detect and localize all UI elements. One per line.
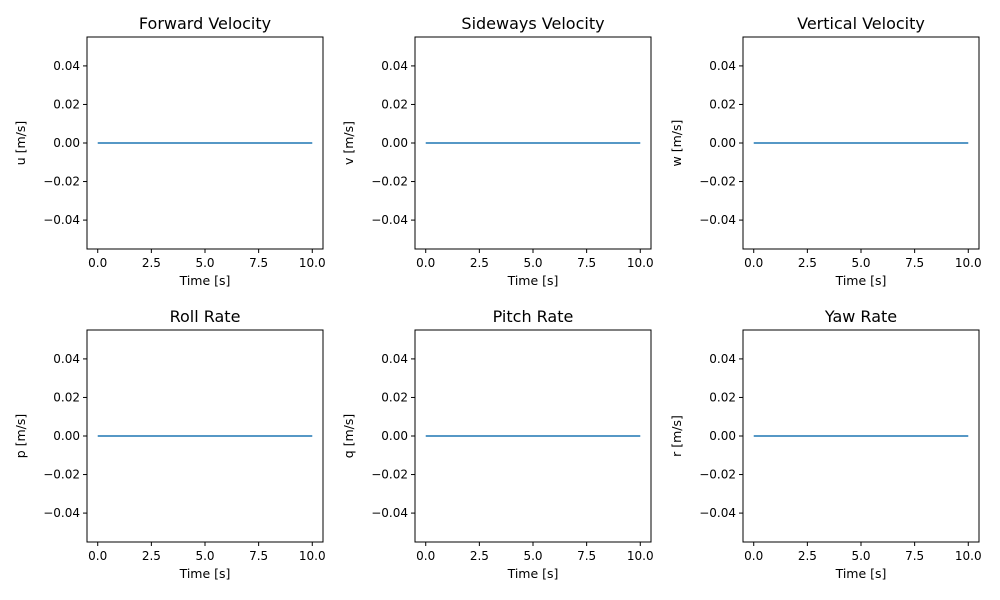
y-tick-label: 0.00 [381, 429, 408, 443]
y-tick-label: −0.02 [371, 175, 408, 189]
y-tick-label: −0.04 [43, 213, 80, 227]
y-tick-label: −0.02 [43, 468, 80, 482]
x-tick-label: 2.5 [470, 549, 489, 563]
y-tick-label: 0.04 [709, 352, 736, 366]
chart-title: Sideways Velocity [461, 14, 604, 33]
x-tick-label: 5.0 [851, 256, 870, 270]
x-tick-label: 0.0 [88, 549, 107, 563]
y-tick-label: −0.02 [43, 175, 80, 189]
x-tick-label: 10.0 [627, 549, 654, 563]
y-axis-label: r [m/s] [669, 415, 684, 457]
y-tick-label: 0.04 [381, 352, 408, 366]
y-tick-label: 0.02 [381, 390, 408, 404]
y-tick-label: 0.00 [709, 429, 736, 443]
y-axis-label: u [m/s] [13, 121, 28, 166]
y-tick-label: 0.00 [381, 136, 408, 150]
x-tick-label: 10.0 [299, 549, 326, 563]
x-tick-label: 5.0 [523, 549, 542, 563]
x-tick-label: 0.0 [416, 256, 435, 270]
y-tick-label: −0.02 [371, 468, 408, 482]
y-tick-label: −0.04 [371, 213, 408, 227]
y-tick-label: −0.02 [699, 175, 736, 189]
y-tick-label: 0.02 [709, 97, 736, 111]
y-axis-label: p [m/s] [13, 414, 28, 459]
y-axis-label: v [m/s] [341, 121, 356, 165]
panel-pitch-rate: Pitch Rate 0.0 2.5 5.0 7.5 10.0 0.04 0.02 0.00 −0… [341, 307, 654, 581]
panel-vertical-velocity: Vertical Velocity 0.0 2.5 5.0 7.5 10.0 0.04 0.0… [669, 14, 982, 288]
x-tick-label: 7.5 [249, 256, 268, 270]
y-tick-label: 0.00 [53, 429, 80, 443]
panel-roll-rate: Roll Rate 0.0 2.5 5.0 7.5 10.0 0.04 0.02 0.00 −0.… [13, 307, 326, 581]
panel-yaw-rate: Yaw Rate 0.0 2.5 5.0 7.5 10.0 0.04 0.02 0.00 −0.0… [669, 307, 982, 581]
chart-title: Forward Velocity [139, 14, 271, 33]
y-tick-label: 0.04 [709, 59, 736, 73]
x-tick-label: 5.0 [523, 256, 542, 270]
y-tick-label: 0.04 [53, 59, 80, 73]
panel-sideways-velocity: Sideways Velocity 0.0 2.5 5.0 7.5 10.0 0.04 0.0… [341, 14, 654, 288]
y-tick-label: −0.04 [699, 506, 736, 520]
x-axis-label: Time [s] [835, 273, 887, 288]
x-tick-label: 0.0 [744, 256, 763, 270]
y-tick-label: −0.04 [371, 506, 408, 520]
chart-title: Vertical Velocity [797, 14, 925, 33]
x-tick-label: 2.5 [142, 549, 161, 563]
x-tick-label: 5.0 [851, 549, 870, 563]
x-tick-label: 10.0 [299, 256, 326, 270]
x-tick-label: 7.5 [577, 549, 596, 563]
x-tick-label: 10.0 [627, 256, 654, 270]
x-tick-label: 0.0 [88, 256, 107, 270]
x-tick-label: 7.5 [905, 256, 924, 270]
chart-title: Pitch Rate [493, 307, 574, 326]
x-tick-label: 7.5 [249, 549, 268, 563]
x-tick-label: 5.0 [195, 256, 214, 270]
y-tick-label: 0.02 [53, 97, 80, 111]
x-axis-label: Time [s] [507, 273, 559, 288]
y-axis-label: q [m/s] [341, 414, 356, 459]
y-tick-label: 0.02 [381, 97, 408, 111]
x-tick-label: 10.0 [955, 256, 982, 270]
x-axis-label: Time [s] [179, 566, 231, 581]
chart-title: Yaw Rate [824, 307, 897, 326]
y-tick-label: 0.04 [53, 352, 80, 366]
x-tick-label: 2.5 [798, 549, 817, 563]
y-tick-label: 0.04 [381, 59, 408, 73]
x-tick-label: 5.0 [195, 549, 214, 563]
y-tick-label: 0.00 [709, 136, 736, 150]
panel-forward-velocity: Forward Velocity 0.0 2.5 5.0 7.5 10.0 0.04 0.02… [13, 14, 326, 288]
x-tick-label: 10.0 [955, 549, 982, 563]
x-tick-label: 0.0 [416, 549, 435, 563]
y-axis-label: w [m/s] [669, 120, 684, 167]
y-tick-label: 0.02 [709, 390, 736, 404]
x-axis-label: Time [s] [835, 566, 887, 581]
x-tick-label: 2.5 [798, 256, 817, 270]
x-tick-label: 0.0 [744, 549, 763, 563]
y-tick-label: −0.04 [699, 213, 736, 227]
x-axis-label: Time [s] [507, 566, 559, 581]
y-tick-label: 0.02 [53, 390, 80, 404]
x-tick-label: 2.5 [142, 256, 161, 270]
x-axis-label: Time [s] [179, 273, 231, 288]
x-tick-label: 7.5 [577, 256, 596, 270]
x-tick-label: 7.5 [905, 549, 924, 563]
y-tick-label: −0.02 [699, 468, 736, 482]
chart-title: Roll Rate [170, 307, 241, 326]
y-tick-label: −0.04 [43, 506, 80, 520]
x-tick-label: 2.5 [470, 256, 489, 270]
y-tick-label: 0.00 [53, 136, 80, 150]
